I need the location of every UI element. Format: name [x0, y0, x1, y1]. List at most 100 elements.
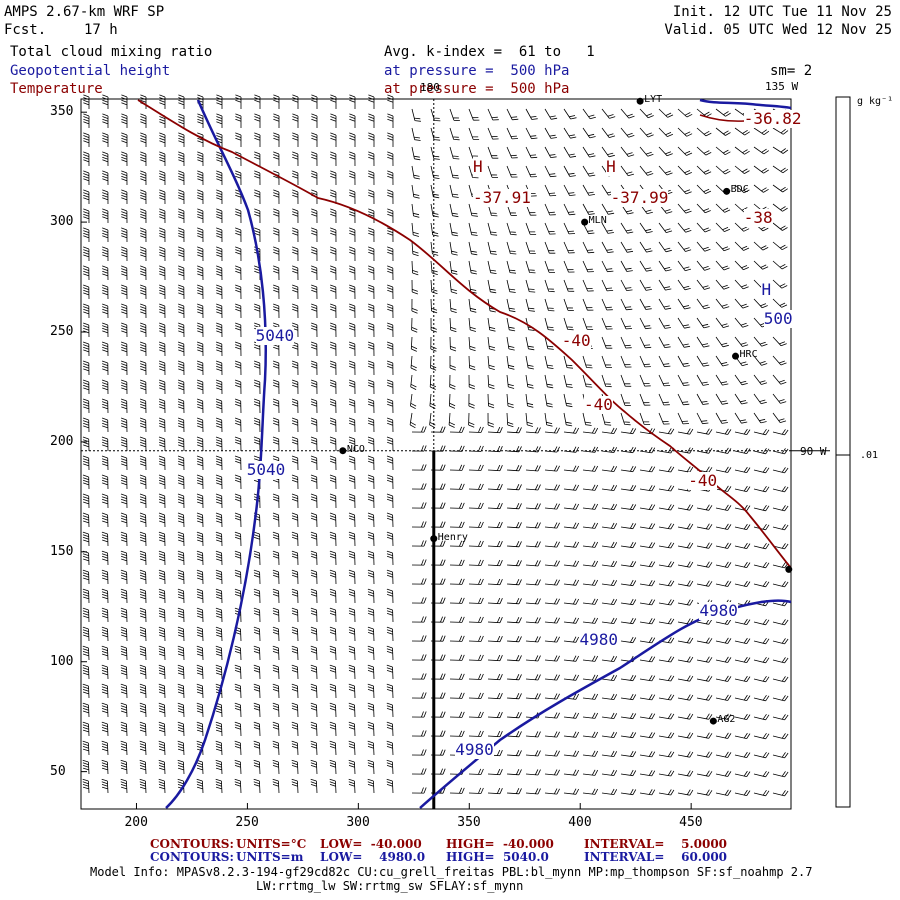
wind-barb: [291, 398, 299, 414]
wind-barb: [197, 170, 204, 186]
wind-barb: [348, 360, 356, 376]
wind-barb: [696, 317, 710, 329]
wind-barb: [620, 336, 632, 349]
wind-barb: [235, 227, 242, 243]
wind-barb: [563, 165, 576, 177]
wind-barb: [411, 559, 427, 566]
wind-barb: [468, 426, 484, 433]
wind-barb: [386, 493, 394, 509]
wind-barb: [82, 455, 90, 471]
station-label: NCO: [346, 443, 365, 455]
wind-barb: [386, 417, 394, 433]
wind-barb: [658, 466, 675, 473]
wind-barb: [601, 412, 612, 426]
wind-barb: [158, 550, 166, 566]
wind-barb: [330, 227, 337, 243]
wind-barb: [139, 740, 147, 756]
wind-barb: [696, 336, 710, 348]
wind-barb: [601, 750, 618, 757]
wind-barb: [658, 412, 670, 425]
wind-barb: [121, 132, 128, 147]
wind-barb: [120, 436, 128, 452]
wind-barb: [506, 712, 522, 719]
wind-barb: [121, 227, 128, 243]
station-label: MLN: [588, 215, 607, 227]
wind-barb: [696, 222, 711, 233]
wind-barb: [254, 113, 261, 128]
wind-barb: [696, 393, 709, 405]
wind-barb: [102, 246, 109, 262]
wind-barb: [329, 474, 337, 490]
wind-barb: [696, 789, 713, 796]
height-contour-5040: [165, 99, 267, 809]
wind-barb: [329, 683, 337, 699]
wind-barb: [430, 426, 446, 433]
wind-barb: [159, 94, 166, 109]
wind-barb: [429, 412, 436, 429]
wind-barb: [544, 560, 560, 567]
wind-barb: [563, 317, 574, 331]
wind-barb: [772, 298, 788, 308]
wind-barb: [506, 522, 522, 529]
wind-barb: [582, 541, 599, 548]
wind-barb: [772, 524, 789, 531]
wind-barb: [311, 265, 318, 281]
wind-barb: [349, 284, 356, 300]
wind-barb: [291, 341, 299, 357]
wind-barb: [658, 165, 673, 176]
wind-barb: [620, 731, 637, 739]
wind-barb: [696, 561, 713, 568]
wind-barb: [348, 512, 356, 528]
wind-barb: [734, 732, 751, 739]
wind-barb: [159, 208, 166, 224]
wind-barb: [715, 241, 730, 252]
wind-barb: [273, 132, 280, 147]
wind-barb: [349, 113, 356, 128]
wind-barb: [330, 246, 337, 262]
wind-barb: [411, 298, 418, 314]
wind-barb: [772, 790, 789, 797]
wind-barb: [639, 485, 656, 492]
wind-barb: [215, 398, 223, 414]
wind-barb: [177, 721, 185, 737]
wind-barb: [178, 208, 185, 224]
wind-barb: [329, 455, 337, 471]
wind-barb: [196, 702, 204, 718]
meridian-label-180: 180: [420, 81, 440, 94]
wind-barb: [159, 322, 166, 338]
wind-barb: [177, 759, 185, 775]
wind-barb: [330, 151, 337, 167]
wind-barb: [715, 298, 730, 309]
wind-barb: [329, 645, 337, 661]
wind-barb: [292, 322, 299, 338]
wind-barb: [386, 531, 394, 547]
wind-barb: [310, 379, 318, 395]
wind-barb: [273, 189, 280, 205]
wind-barb: [410, 355, 417, 371]
wind-barb: [620, 317, 633, 330]
wind-barb: [506, 693, 522, 700]
wind-barb: [329, 759, 337, 775]
wind-barb: [449, 673, 465, 680]
wind-barb: [620, 374, 632, 387]
wind-barb: [487, 374, 495, 390]
wind-barb: [197, 208, 204, 224]
wind-barb: [658, 523, 675, 530]
wind-barb: [468, 108, 480, 121]
wind-barb: [101, 626, 109, 642]
wind-barb: [196, 455, 204, 471]
wind-barb: [215, 626, 223, 642]
wind-barb: [715, 694, 732, 701]
wind-barb: [139, 683, 147, 699]
wind-barb: [582, 374, 593, 388]
wind-barb: [563, 712, 580, 719]
station-marker: [430, 535, 438, 543]
wind-barb: [196, 588, 204, 604]
wind-barb: [330, 170, 337, 186]
wind-barb: [601, 712, 618, 719]
wind-barb: [216, 303, 223, 319]
wind-barb: [620, 393, 631, 406]
wind-barb: [387, 303, 394, 319]
wind-barb: [411, 483, 427, 490]
wind-barb: [506, 465, 522, 472]
